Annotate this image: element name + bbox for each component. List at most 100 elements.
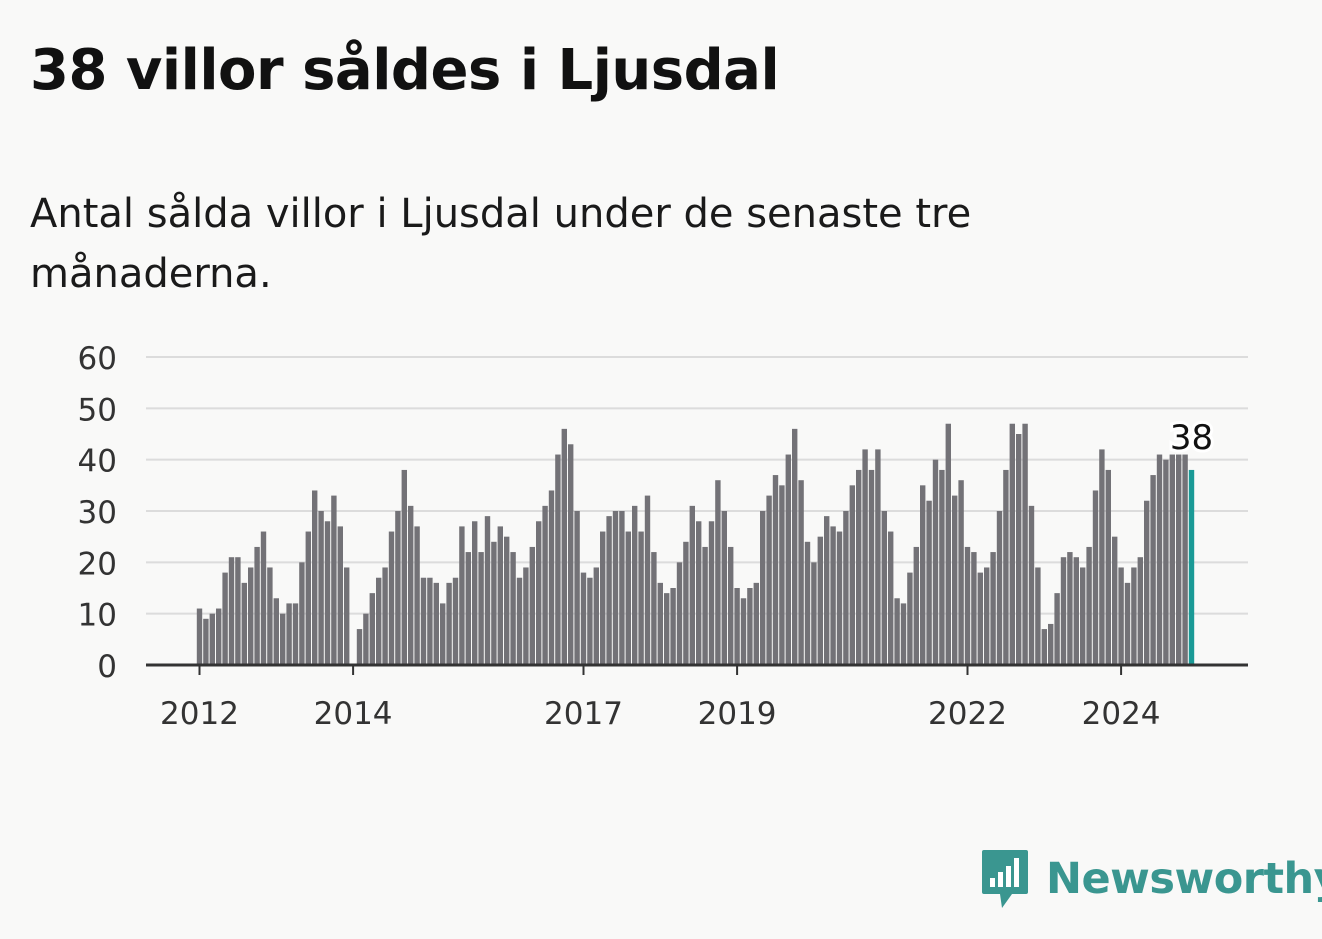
bar xyxy=(555,454,561,665)
bar xyxy=(619,511,625,665)
bar xyxy=(433,582,439,665)
bar xyxy=(299,562,305,665)
bar xyxy=(273,598,279,665)
bar xyxy=(792,428,798,665)
bar xyxy=(894,598,900,665)
bar xyxy=(344,567,350,665)
bar xyxy=(836,531,843,665)
bar xyxy=(651,552,657,665)
bar xyxy=(536,521,542,665)
bar xyxy=(542,505,548,665)
bar xyxy=(830,526,836,665)
bar xyxy=(574,511,580,665)
bar xyxy=(363,613,369,665)
x-tick-label: 2012 xyxy=(160,696,239,732)
bar xyxy=(395,511,401,665)
bar xyxy=(452,577,459,665)
bar xyxy=(798,480,804,665)
bar xyxy=(1003,469,1009,665)
bar xyxy=(984,567,990,665)
bar xyxy=(779,485,785,665)
bar xyxy=(753,582,759,665)
y-tick-label: 10 xyxy=(78,598,117,634)
bar xyxy=(913,546,919,665)
bar-chart: 0 10 20 30 40 50 60 2012 2014 2017 2019 2022 2024 38 xyxy=(78,341,1248,732)
bar xyxy=(1054,593,1060,665)
bar xyxy=(1028,505,1035,665)
bar xyxy=(529,546,535,665)
bar xyxy=(331,495,337,665)
bar xyxy=(523,567,529,665)
bar xyxy=(241,582,247,665)
bar xyxy=(696,521,702,665)
bar xyxy=(1112,536,1118,665)
bar xyxy=(1182,454,1188,665)
bar xyxy=(1099,449,1105,665)
x-tick-label: 2019 xyxy=(698,696,777,732)
x-tick-label: 2017 xyxy=(544,696,623,732)
bar xyxy=(1048,623,1054,665)
bar xyxy=(721,511,727,665)
bar xyxy=(990,552,996,665)
bar xyxy=(587,577,593,665)
bar xyxy=(638,531,644,665)
bar xyxy=(593,567,599,665)
bar xyxy=(568,444,574,665)
bar xyxy=(388,531,395,665)
bar xyxy=(356,629,363,665)
bar xyxy=(600,531,606,665)
bar xyxy=(1131,567,1137,665)
bar xyxy=(260,531,267,665)
bar xyxy=(900,603,907,665)
bar xyxy=(811,562,817,665)
bar xyxy=(465,552,471,665)
bar xyxy=(920,485,926,665)
bar xyxy=(625,531,631,665)
newsworthy-logo-icon xyxy=(982,850,1028,908)
bar xyxy=(478,552,484,665)
bar xyxy=(708,521,715,665)
bar xyxy=(1144,500,1150,665)
brand-name: Newsworthy xyxy=(1046,854,1322,904)
bar xyxy=(932,459,939,665)
bar xyxy=(267,567,273,665)
bar xyxy=(561,428,567,665)
bar xyxy=(440,603,446,665)
x-tick-label: 2022 xyxy=(928,696,1007,732)
bar xyxy=(1188,469,1195,665)
bar xyxy=(427,577,433,665)
bar xyxy=(337,526,343,665)
bar xyxy=(286,603,292,665)
bar xyxy=(772,475,779,665)
bar xyxy=(446,582,452,665)
bar xyxy=(1041,629,1047,665)
y-tick-label: 60 xyxy=(78,341,117,377)
bar xyxy=(203,618,209,665)
bar xyxy=(408,505,414,665)
bar xyxy=(766,495,772,665)
bar xyxy=(1176,454,1182,665)
bar xyxy=(996,511,1003,665)
bar xyxy=(676,562,683,665)
bar xyxy=(977,572,983,665)
bar xyxy=(945,423,951,665)
bar xyxy=(1124,582,1131,665)
bar xyxy=(856,469,862,665)
bar xyxy=(504,536,510,665)
bar xyxy=(491,541,497,665)
bar xyxy=(312,490,318,665)
bar xyxy=(414,526,420,665)
bar xyxy=(849,485,855,665)
bar xyxy=(734,588,740,665)
bar xyxy=(248,567,254,665)
chart-subtitle: Antal sålda villor i Ljusdal under de se… xyxy=(30,191,972,297)
bar xyxy=(702,546,708,665)
bar xyxy=(785,454,791,665)
y-tick-label: 40 xyxy=(78,444,117,480)
y-tick-label: 50 xyxy=(78,392,117,428)
bar xyxy=(862,449,868,665)
brand-logo: Newsworthy xyxy=(980,848,1322,910)
bar xyxy=(689,505,695,665)
y-tick-label: 30 xyxy=(78,495,117,531)
bar xyxy=(644,495,651,665)
